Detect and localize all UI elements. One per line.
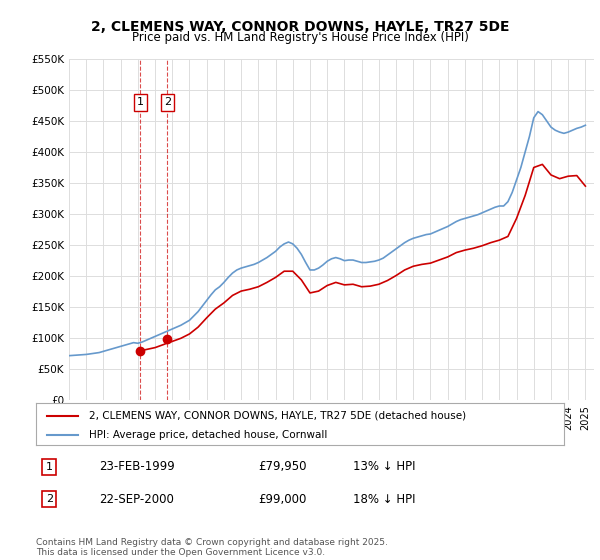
Text: £79,950: £79,950 <box>258 460 306 473</box>
Text: £99,000: £99,000 <box>258 493 306 506</box>
Text: 2, CLEMENS WAY, CONNOR DOWNS, HAYLE, TR27 5DE (detached house): 2, CLEMENS WAY, CONNOR DOWNS, HAYLE, TR2… <box>89 411 466 421</box>
Text: 2: 2 <box>46 494 53 504</box>
Text: 23-FEB-1999: 23-FEB-1999 <box>100 460 175 473</box>
Text: 13% ↓ HPI: 13% ↓ HPI <box>353 460 415 473</box>
Text: 22-SEP-2000: 22-SEP-2000 <box>100 493 174 506</box>
Text: Contains HM Land Registry data © Crown copyright and database right 2025.
This d: Contains HM Land Registry data © Crown c… <box>36 538 388 557</box>
Text: 1: 1 <box>46 462 53 472</box>
Text: 2: 2 <box>164 97 171 108</box>
Text: HPI: Average price, detached house, Cornwall: HPI: Average price, detached house, Corn… <box>89 430 327 440</box>
Text: 18% ↓ HPI: 18% ↓ HPI <box>353 493 415 506</box>
Text: 1: 1 <box>137 97 144 108</box>
Text: 2, CLEMENS WAY, CONNOR DOWNS, HAYLE, TR27 5DE: 2, CLEMENS WAY, CONNOR DOWNS, HAYLE, TR2… <box>91 20 509 34</box>
Text: Price paid vs. HM Land Registry's House Price Index (HPI): Price paid vs. HM Land Registry's House … <box>131 31 469 44</box>
